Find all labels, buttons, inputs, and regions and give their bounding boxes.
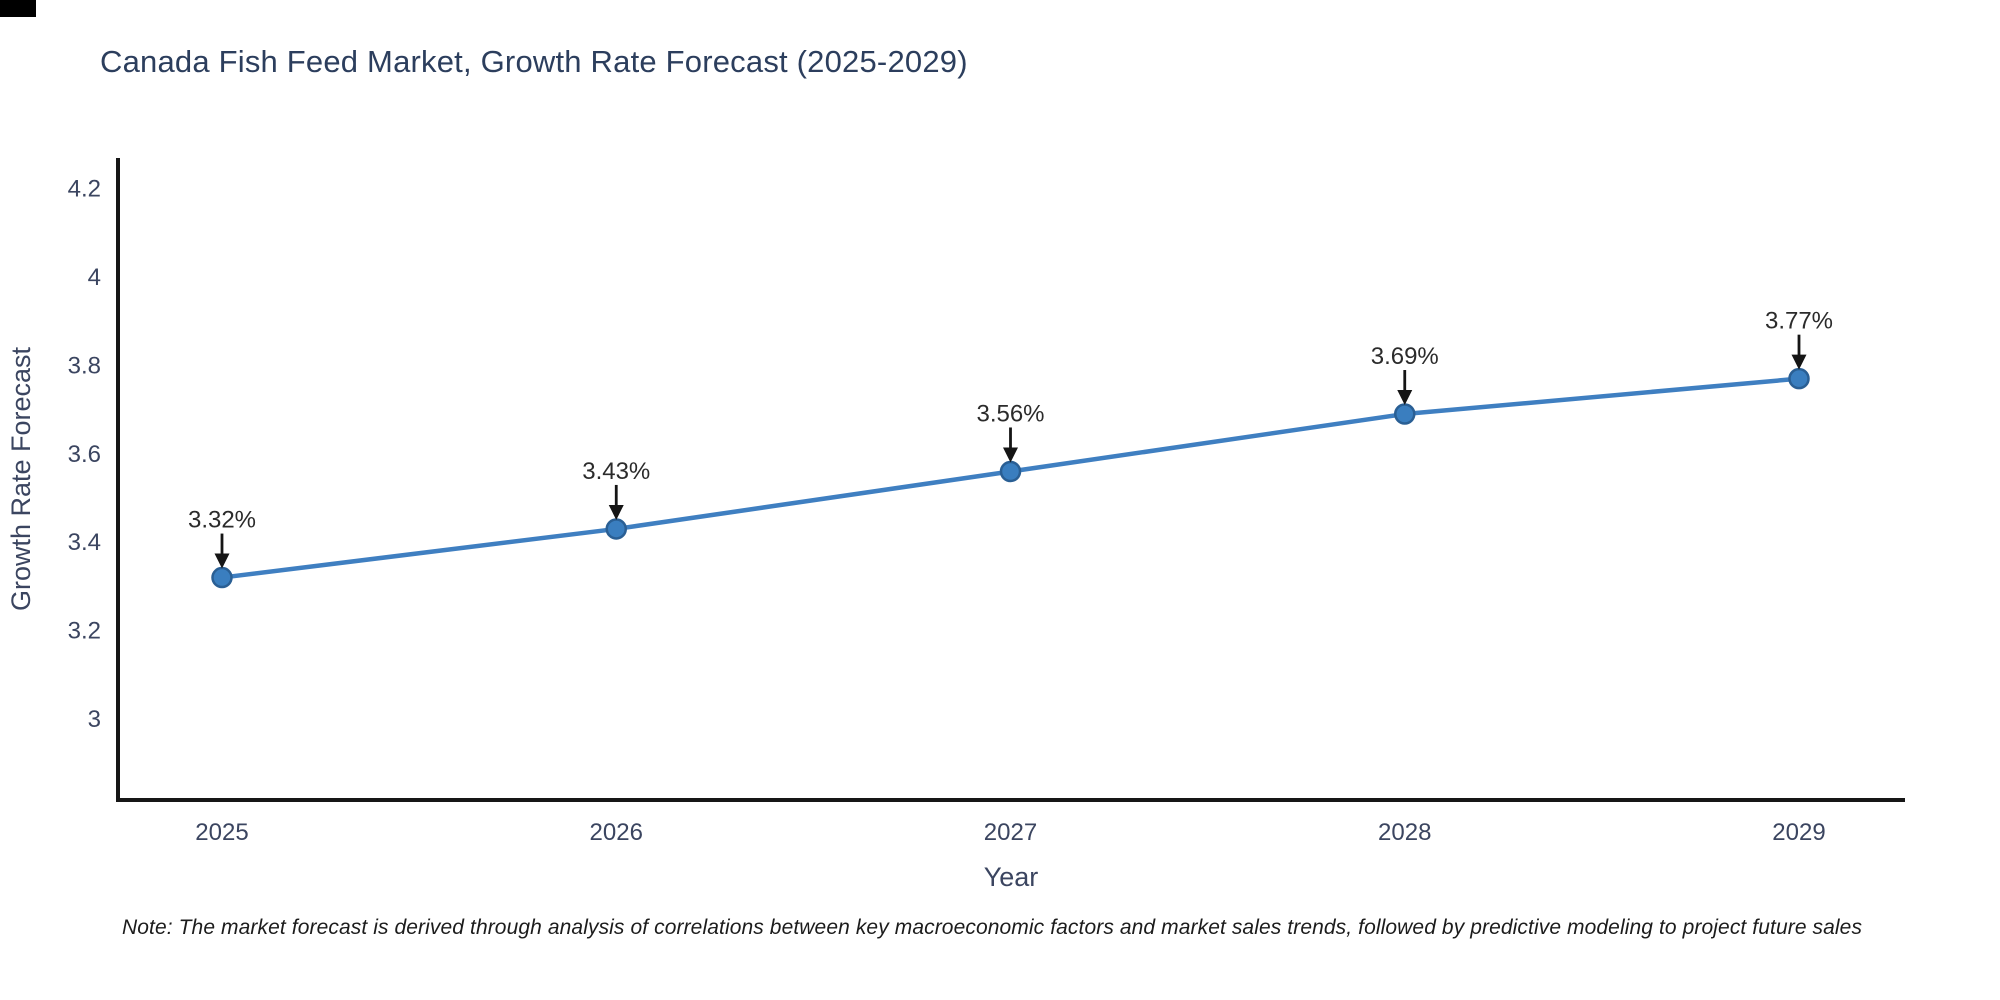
data-point <box>605 518 627 540</box>
point-value-label: 3.43% <box>582 458 650 485</box>
data-point <box>1394 403 1416 425</box>
data-point <box>1788 367 1810 390</box>
point-value-label: 3.69% <box>1371 343 1439 370</box>
x-axis-label: Year <box>984 862 1039 892</box>
x-tick-label: 2025 <box>195 819 248 846</box>
window-corner-artifact <box>0 0 36 17</box>
data-point <box>999 460 1022 483</box>
y-tick-label: 3 <box>88 706 101 733</box>
point-value-label: 3.56% <box>976 400 1044 427</box>
annotation-arrow-head <box>214 553 230 569</box>
annotation-arrow-head <box>1003 447 1018 463</box>
y-tick-label: 4 <box>88 264 101 291</box>
annotation-arrow-head <box>608 504 624 520</box>
chart-title: Canada Fish Feed Market, Growth Rate For… <box>100 44 968 79</box>
x-tick-label: 2028 <box>1378 819 1431 846</box>
y-tick-label: 3.6 <box>68 441 101 468</box>
y-tick-label: 4.2 <box>68 176 101 203</box>
x-tick-label: 2029 <box>1772 819 1825 846</box>
point-value-label: 3.77% <box>1765 308 1833 335</box>
annotation-arrow-head <box>1791 354 1807 370</box>
y-tick-label: 3.4 <box>68 529 101 556</box>
y-tick-label: 3.8 <box>68 352 101 379</box>
x-tick-label: 2026 <box>590 819 643 846</box>
annotation-arrow-head <box>1397 390 1413 406</box>
x-tick-label: 2027 <box>984 819 1037 846</box>
y-tick-label: 3.2 <box>68 618 101 645</box>
point-value-label: 3.32% <box>188 507 256 534</box>
footnote: Note: The market forecast is derived thr… <box>122 916 1863 939</box>
y-axis-label: Growth Rate Forecast <box>6 346 36 611</box>
data-point <box>211 566 233 589</box>
